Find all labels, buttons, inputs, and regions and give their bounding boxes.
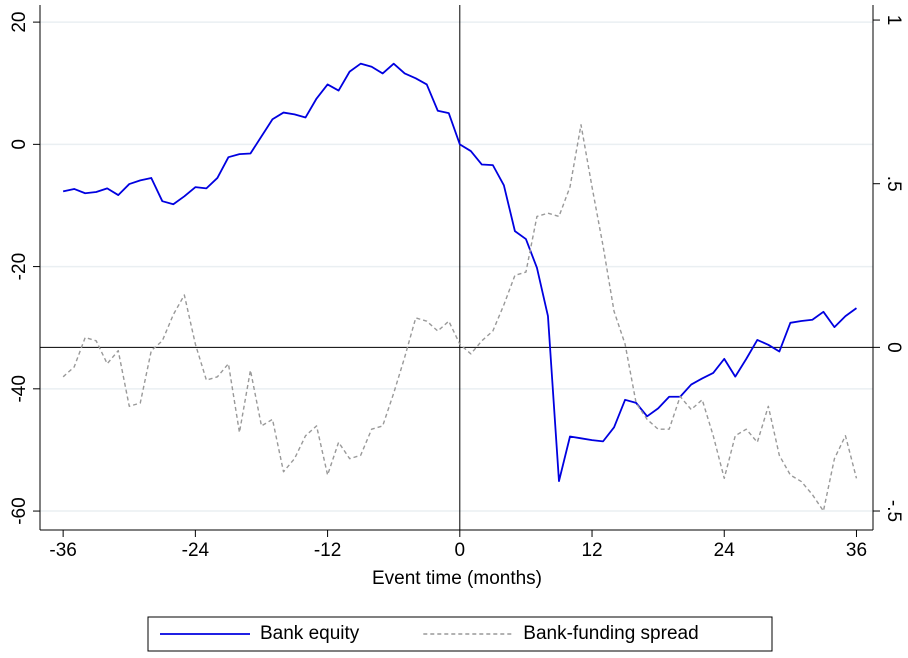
y-tick-label: -40 — [9, 375, 30, 402]
x-tick-label: 24 — [714, 540, 736, 561]
y-tick-label: 20 — [9, 12, 30, 33]
x-tick-label: 36 — [846, 540, 867, 561]
x-axis-label: Event time (months) — [372, 568, 542, 589]
x-tick-label: 0 — [455, 540, 466, 561]
x-tick-label: -36 — [49, 540, 76, 561]
legend-label: Bank equity — [260, 623, 360, 644]
y2-tick-label: 1 — [883, 15, 904, 26]
legend-label: Bank-funding spread — [523, 623, 698, 644]
x-tick-label: -12 — [314, 540, 341, 561]
y-tick-label: 0 — [9, 139, 30, 150]
series-line — [62, 62, 857, 483]
series-line — [62, 124, 858, 512]
x-tick-label: -24 — [182, 540, 210, 561]
y2-tick-label: 0 — [883, 342, 904, 353]
x-tick-label: 12 — [581, 540, 602, 561]
y2-tick-label: .5 — [883, 176, 904, 192]
y2-tick-label: -.5 — [883, 500, 904, 522]
y-tick-label: -20 — [9, 253, 30, 280]
y-tick-label: -60 — [9, 497, 30, 524]
